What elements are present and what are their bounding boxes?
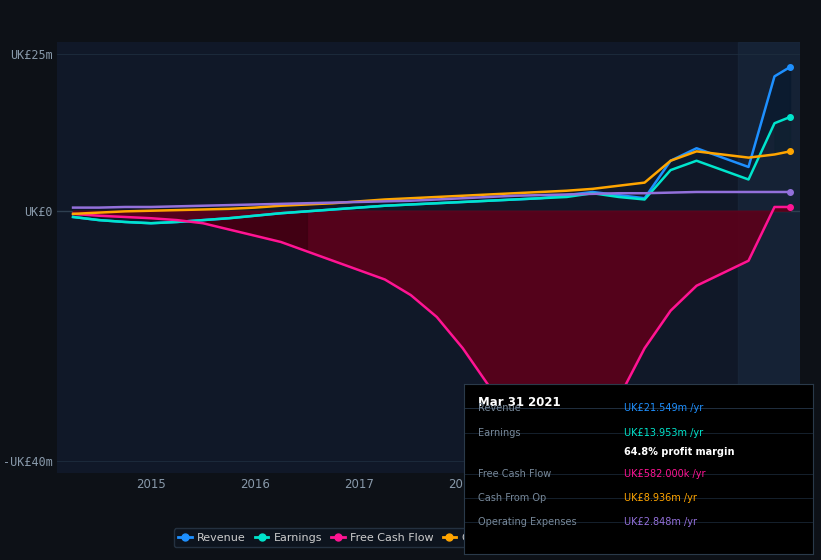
Text: UK£8.936m /yr: UK£8.936m /yr xyxy=(624,493,697,503)
Text: UK£21.549m /yr: UK£21.549m /yr xyxy=(624,403,704,413)
Text: UK£2.848m /yr: UK£2.848m /yr xyxy=(624,517,697,527)
Text: Operating Expenses: Operating Expenses xyxy=(478,517,576,527)
Text: Revenue: Revenue xyxy=(478,403,521,413)
Text: Free Cash Flow: Free Cash Flow xyxy=(478,469,551,479)
Text: 64.8% profit margin: 64.8% profit margin xyxy=(624,447,735,457)
Bar xyxy=(738,42,800,473)
Legend: Revenue, Earnings, Free Cash Flow, Cash From Op, Operating Expenses: Revenue, Earnings, Free Cash Flow, Cash … xyxy=(174,529,684,548)
Text: UK£582.000k /yr: UK£582.000k /yr xyxy=(624,469,706,479)
Text: UK£13.953m /yr: UK£13.953m /yr xyxy=(624,428,704,438)
Text: Earnings: Earnings xyxy=(478,428,521,438)
Text: Mar 31 2021: Mar 31 2021 xyxy=(478,395,561,409)
Text: Cash From Op: Cash From Op xyxy=(478,493,546,503)
